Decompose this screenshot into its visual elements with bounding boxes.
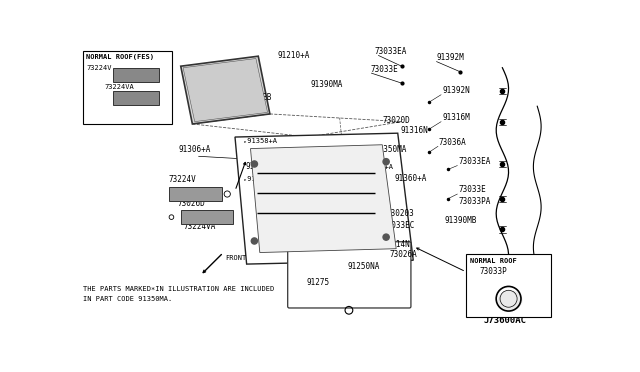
Bar <box>180 210 234 224</box>
Bar <box>466 254 551 317</box>
Text: 73033P: 73033P <box>480 267 508 276</box>
Text: 73026A: 73026A <box>390 250 418 259</box>
Text: 91350MA: 91350MA <box>374 145 407 154</box>
Text: 91295+A: 91295+A <box>297 215 330 224</box>
Text: 73033E: 73033E <box>371 65 398 74</box>
Text: 73033EA: 73033EA <box>374 47 407 56</box>
Text: FRONT: FRONT <box>226 255 247 261</box>
Polygon shape <box>183 58 268 122</box>
Text: 91392N: 91392N <box>443 86 470 95</box>
Text: J73600AC: J73600AC <box>483 316 526 326</box>
Text: 73224VA: 73224VA <box>183 222 216 231</box>
Text: NORMAL ROOF: NORMAL ROOF <box>470 258 516 264</box>
Text: ₑ91358+A: ₑ91358+A <box>243 138 276 144</box>
Text: 73036A: 73036A <box>439 138 467 147</box>
Circle shape <box>383 234 389 240</box>
Text: 91306+A: 91306+A <box>179 145 211 154</box>
Text: 913810: 913810 <box>316 189 343 198</box>
Text: 73020D: 73020D <box>382 116 410 125</box>
Text: 73033EA: 73033EA <box>458 157 491 166</box>
Text: 91390MB: 91390MB <box>444 216 477 225</box>
Text: 73224VA: 73224VA <box>105 84 134 90</box>
Text: 730203: 730203 <box>386 209 414 218</box>
Text: 73224V: 73224V <box>168 175 196 184</box>
Text: 91275: 91275 <box>307 278 330 287</box>
Bar <box>169 187 222 201</box>
Text: 91316N: 91316N <box>400 126 428 135</box>
Text: 73033E: 73033E <box>458 186 486 195</box>
FancyBboxPatch shape <box>288 242 411 308</box>
Text: 91316M: 91316M <box>443 113 470 122</box>
Text: 73033EB: 73033EB <box>239 93 272 102</box>
Bar <box>113 68 159 81</box>
Circle shape <box>252 161 257 167</box>
Text: NORMAL ROOF(FES): NORMAL ROOF(FES) <box>86 54 154 60</box>
Text: 73033PA: 73033PA <box>458 197 491 206</box>
Circle shape <box>252 238 257 244</box>
Polygon shape <box>180 56 270 124</box>
Text: ₑ91359+A: ₑ91359+A <box>359 164 393 170</box>
Text: THE PARTS MARKED∗IN ILLUSTRATION ARE INCLUDED: THE PARTS MARKED∗IN ILLUSTRATION ARE INC… <box>83 286 275 292</box>
Text: 91360+A: 91360+A <box>395 174 427 183</box>
Text: 91210+A: 91210+A <box>278 51 310 60</box>
Text: 73033EC: 73033EC <box>382 221 415 230</box>
Text: 73224V: 73224V <box>86 65 112 71</box>
Circle shape <box>383 158 389 165</box>
Polygon shape <box>250 145 396 253</box>
Polygon shape <box>235 133 413 264</box>
Bar <box>83 51 172 124</box>
Text: 91392M: 91392M <box>436 53 464 62</box>
Text: ₑ91280+A: ₑ91280+A <box>243 176 276 182</box>
Text: 91380D: 91380D <box>245 163 273 171</box>
Text: 73026A: 73026A <box>355 232 383 241</box>
Text: IN PART CODE 91350MA.: IN PART CODE 91350MA. <box>83 296 172 302</box>
Text: 73026D: 73026D <box>178 199 205 208</box>
Bar <box>113 91 159 105</box>
Text: 91314N: 91314N <box>382 240 410 249</box>
Text: 91250NA: 91250NA <box>348 263 380 272</box>
Ellipse shape <box>498 291 522 310</box>
Text: 91390MA: 91390MA <box>311 80 343 89</box>
